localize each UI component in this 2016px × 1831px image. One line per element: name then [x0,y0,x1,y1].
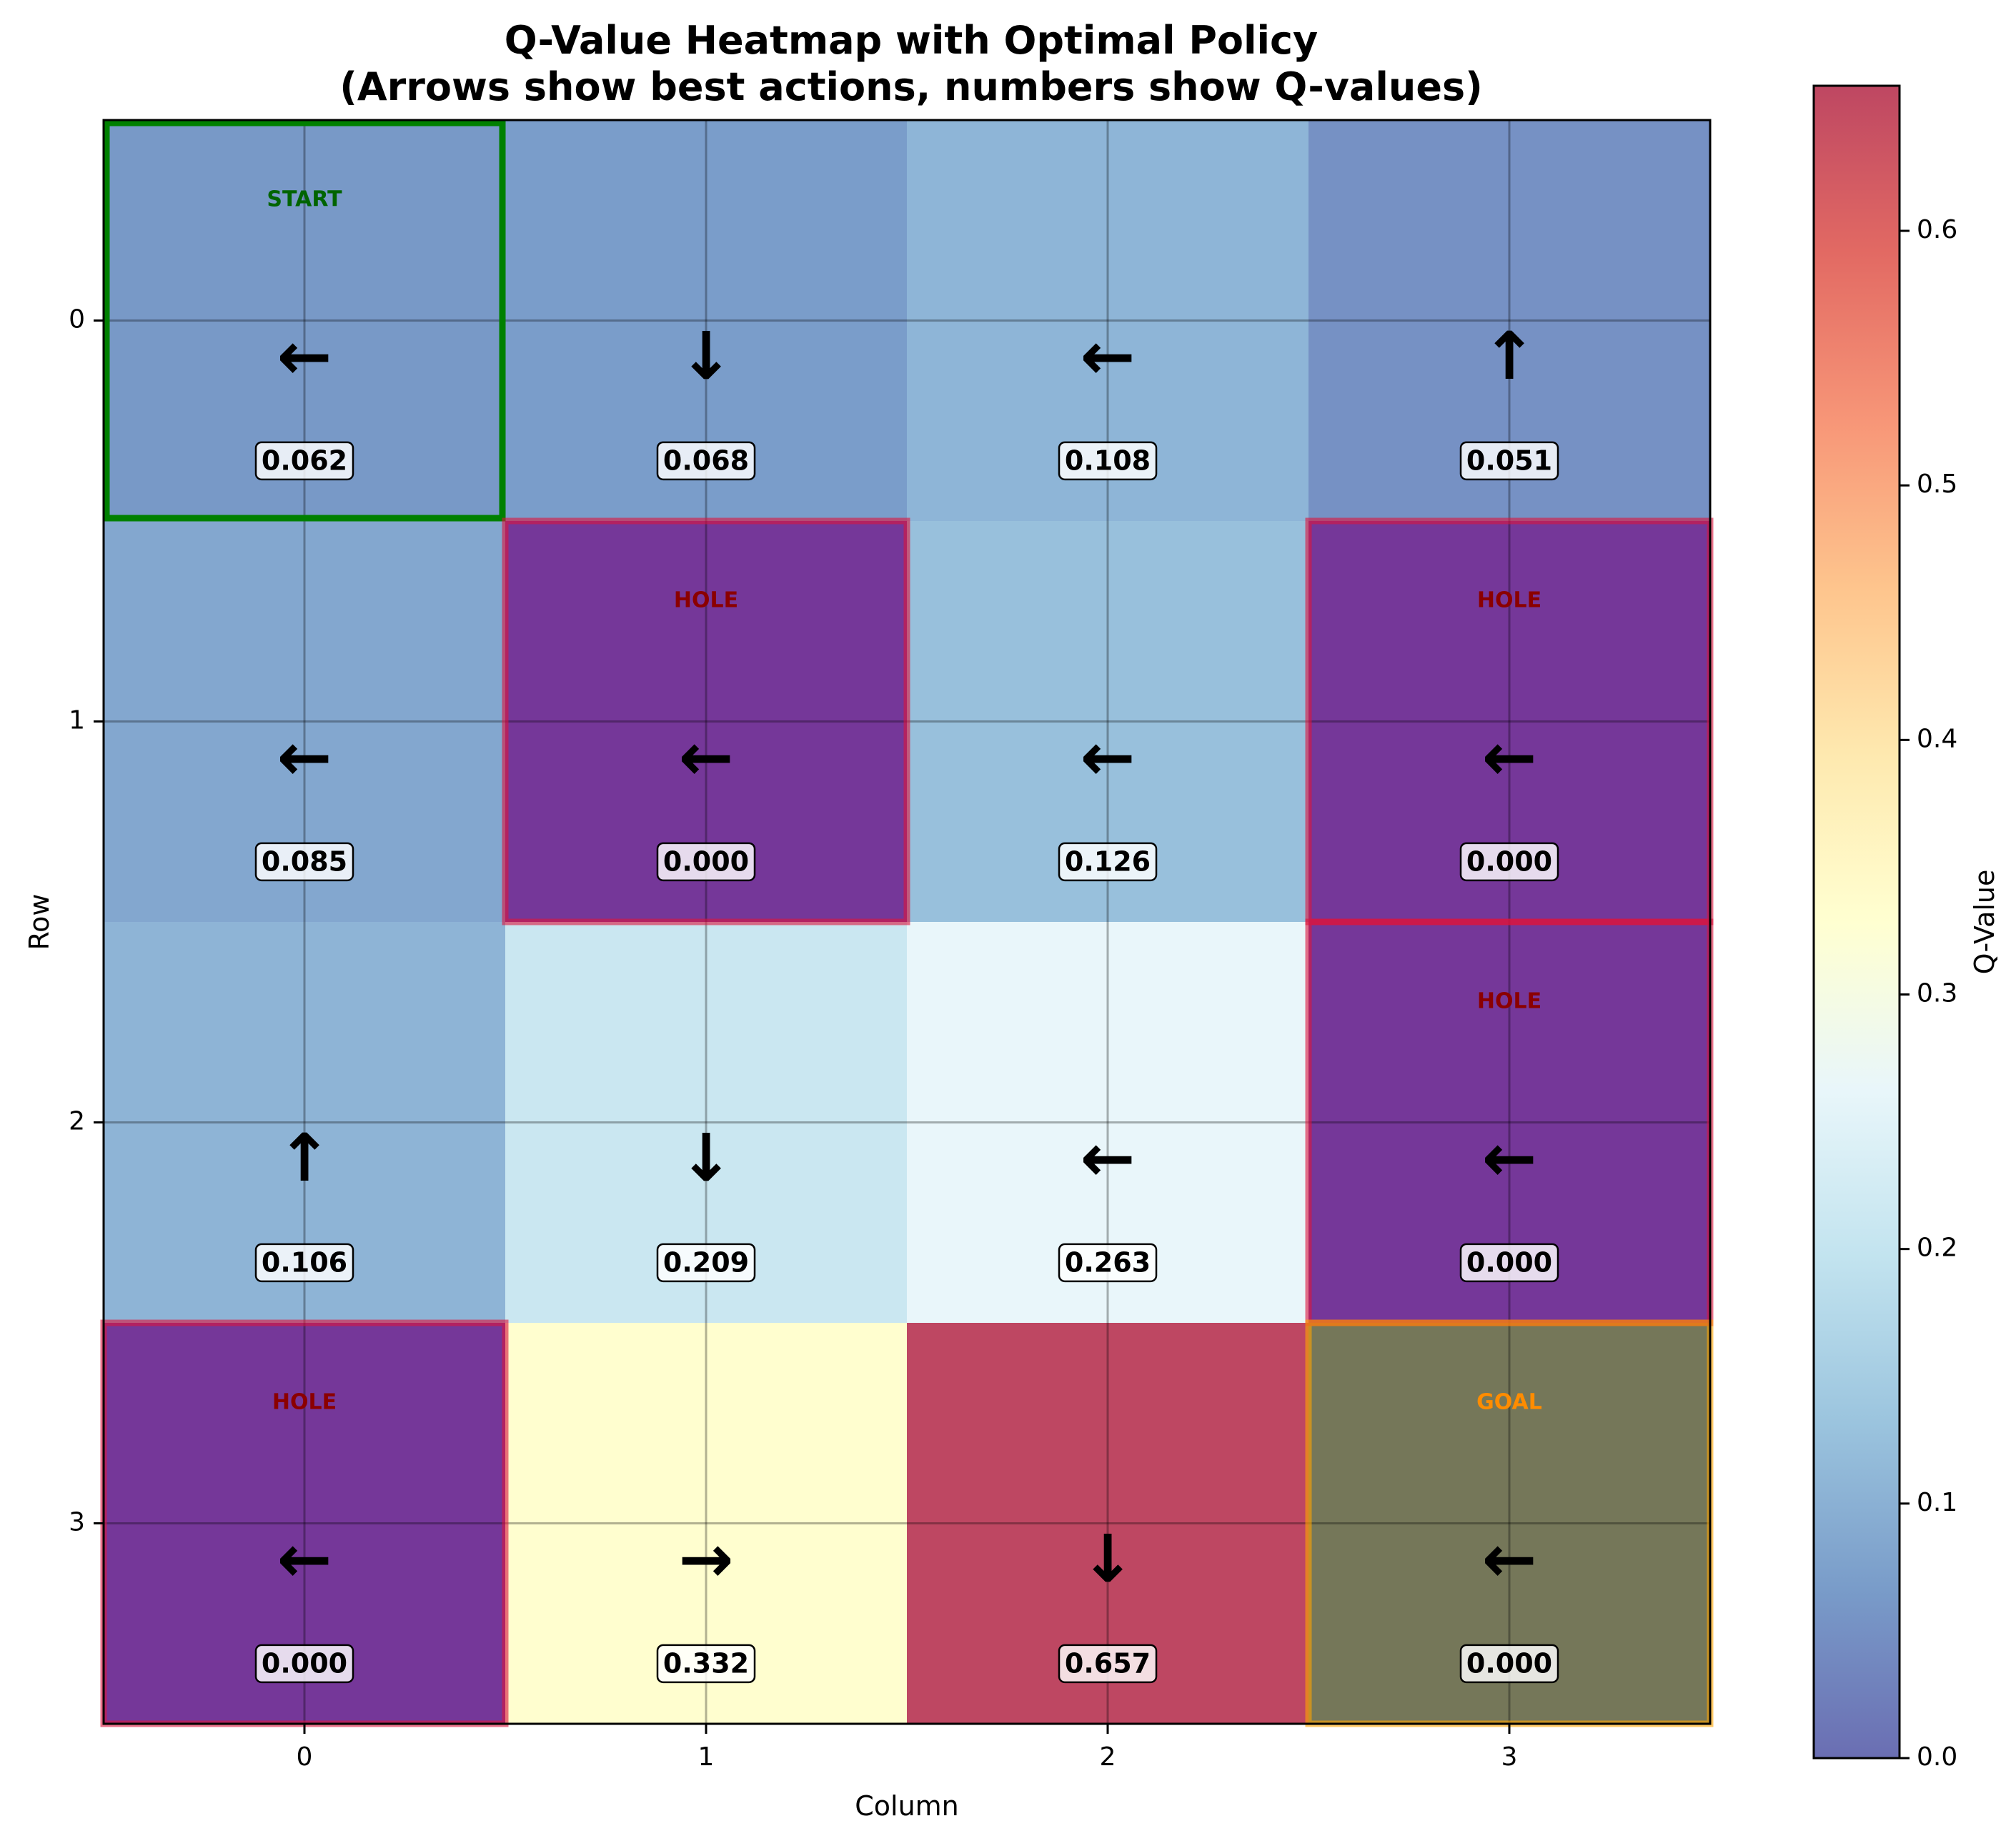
chart-title: Q-Value Heatmap with Optimal Policy [505,18,1319,63]
y-tick-label-3: 3 [69,1508,85,1537]
q-value-label-r2-c3: 0.000 [1466,1246,1552,1278]
cell-tag-r3-c3: GOAL [1476,1390,1542,1415]
hole-border-r1-c1 [502,517,910,926]
q-value-label-r0-c2: 0.108 [1065,445,1151,476]
q-value-label-r0-c1: 0.068 [663,445,749,476]
colorbar-tick-label-0: 0.0 [1917,1742,1957,1772]
colorbar-tick-label-1: 0.1 [1917,1488,1957,1517]
start-border-r0-c0 [103,119,506,522]
cell-tag-r3-c0: HOLE [272,1390,337,1415]
q-value-box-r3-c3 [1459,1644,1559,1684]
q-value-label-r1-c0: 0.085 [262,845,347,877]
q-value-label-r0-c3: 0.051 [1466,445,1552,476]
cell-tag-r2-c3: HOLE [1477,989,1541,1014]
x-axis-ticks: 0 1 2 3 [297,1724,1518,1772]
cell-tag-r1-c1: HOLE [674,588,738,613]
policy-arrow-r3-c1: → [678,1521,733,1597]
colorbar-tick-label-4: 0.4 [1917,724,1957,753]
q-value-label-r1-c1: 0.000 [663,845,749,877]
colorbar-tick-label-3: 0.3 [1917,979,1957,1008]
x-tick-label-1: 1 [698,1742,715,1772]
policy-arrow-r1-c2: ← [1080,719,1135,795]
q-value-box-r0-c3 [1459,441,1559,481]
colorbar-tick-label-5: 0.5 [1917,470,1957,499]
policy-arrow-r1-c3: ← [1481,719,1536,795]
q-value-label-r1-c3: 0.000 [1466,845,1552,877]
colorbar-label: Q-Value [1969,870,2000,975]
cell-annotations: START ← 0.062 ↓ 0.068 ← 0.108 ↑ 0.051 ← 0.085 HOLE ←… [254,187,1559,1684]
y-tick-label-1: 1 [69,706,85,735]
q-value-box-r2-c1 [656,1243,756,1283]
q-value-label-r1-c2: 0.126 [1065,845,1151,877]
plot-frame [102,119,1712,1725]
x-tick-label-3: 3 [1501,1742,1518,1772]
policy-arrow-r2-c2: ← [1080,1120,1135,1196]
q-value-label-r2-c2: 0.263 [1065,1246,1151,1278]
x-axis-label: Column [855,1790,959,1822]
q-value-label-r2-c0: 0.106 [262,1246,347,1278]
q-value-box-r2-c0 [254,1243,354,1283]
policy-arrow-r3-c0: ← [277,1521,332,1597]
cell-tag-r1-c3: HOLE [1477,588,1541,613]
q-value-box-r2-c2 [1058,1243,1158,1283]
q-value-box-r3-c1 [656,1644,756,1684]
q-value-box-r1-c3 [1459,842,1559,882]
x-tick-label-2: 2 [1100,1742,1116,1772]
q-value-label-r3-c1: 0.332 [663,1647,749,1679]
q-value-label-r2-c1: 0.209 [663,1246,749,1278]
q-value-box-r0-c0 [254,441,354,481]
q-value-label-r3-c0: 0.000 [262,1647,347,1679]
colorbar-tick-label-2: 0.2 [1917,1234,1957,1263]
colorbar-tick-label-6: 0.6 [1917,215,1957,244]
policy-arrow-r2-c1: ↓ [678,1120,733,1196]
policy-arrow-r0-c2: ← [1080,318,1135,395]
cell-tag-r0-c0: START [267,187,342,212]
q-value-box-r1-c1 [656,842,756,882]
q-value-box-r2-c3 [1459,1243,1559,1283]
q-value-label-r0-c0: 0.062 [262,445,347,476]
chart-subtitle: (Arrows show best actions, numbers show … [339,64,1483,109]
policy-arrow-r3-c2: ↓ [1080,1521,1135,1597]
q-value-box-r3-c2 [1058,1644,1158,1684]
policy-arrow-r0-c1: ↓ [678,318,733,395]
colorbar-ticks: 0.0 0.1 0.2 0.3 0.4 0.5 0.6 [1900,215,1957,1772]
q-value-box-r0-c2 [1058,441,1158,481]
policy-arrow-r1-c0: ← [277,719,332,795]
y-tick-label-2: 2 [69,1107,85,1136]
q-value-box-r3-c0 [254,1644,354,1684]
policy-arrow-r2-c0: ↑ [277,1120,332,1196]
y-tick-label-0: 0 [69,305,85,334]
y-axis-label: Row [24,893,55,950]
x-tick-label-0: 0 [297,1742,313,1772]
q-value-label-r3-c3: 0.000 [1466,1647,1552,1679]
q-value-box-r1-c0 [254,842,354,882]
q-value-label-r3-c2: 0.657 [1065,1647,1151,1679]
y-axis-ticks: 0 1 2 3 [69,305,104,1537]
q-value-box-r1-c2 [1058,842,1158,882]
policy-arrow-r0-c3: ↑ [1481,318,1536,395]
policy-arrow-r0-c0: ← [277,318,332,395]
policy-arrow-r3-c3: ← [1481,1521,1536,1597]
colorbar [1814,86,1900,1758]
colorbar-frame [1812,84,1901,1760]
q-value-box-r0-c1 [656,441,756,481]
policy-arrow-r2-c3: ← [1481,1120,1536,1196]
policy-arrow-r1-c1: ← [678,719,733,795]
